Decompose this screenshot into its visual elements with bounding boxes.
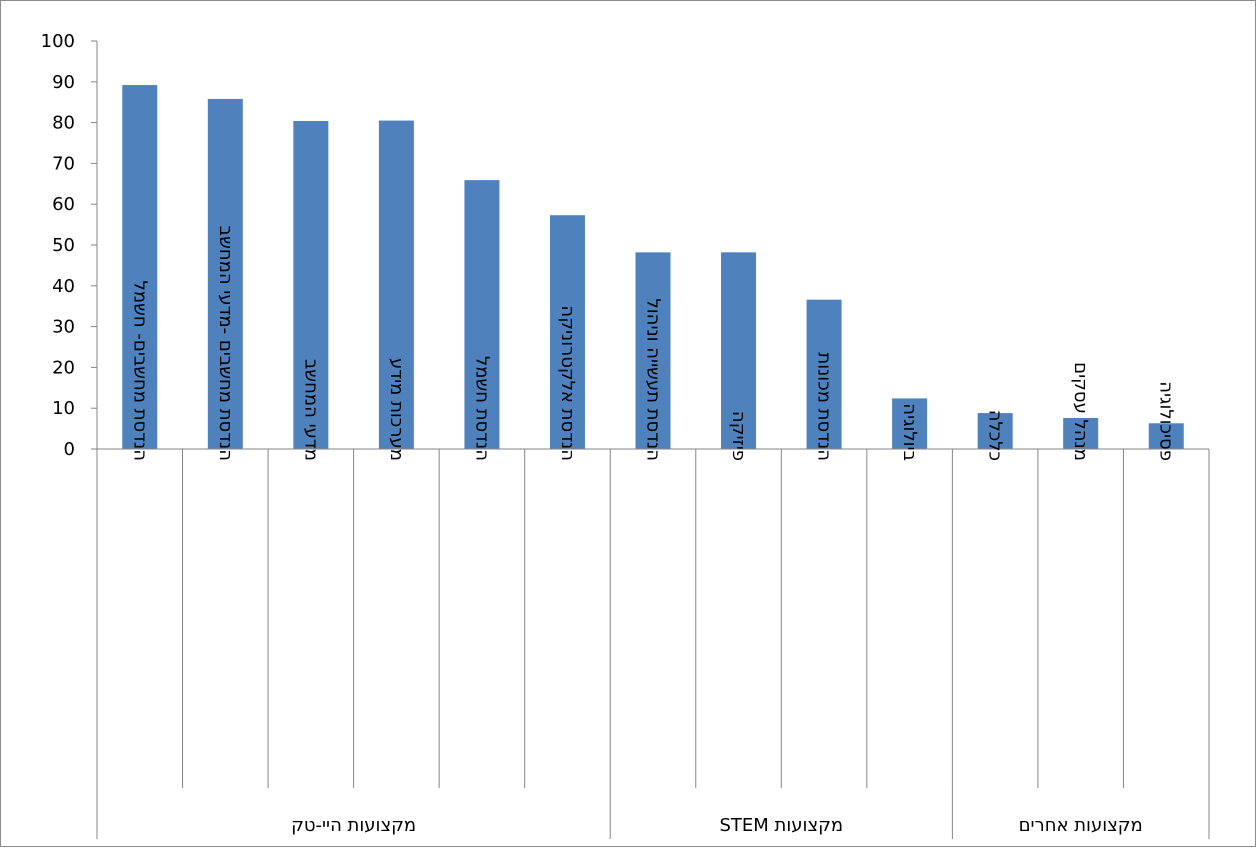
- bar[interactable]: [122, 85, 158, 450]
- y-tick-label: 80: [52, 113, 75, 134]
- y-tick-label: 40: [52, 276, 75, 297]
- x-category-label: מדעי המחשב: [300, 359, 321, 461]
- bar[interactable]: [1063, 417, 1099, 449]
- x-category-label: מנהל עסקים: [1070, 362, 1091, 461]
- bar[interactable]: [892, 398, 928, 449]
- group-label: מקצועות אחרים: [1019, 815, 1143, 836]
- bar[interactable]: [207, 98, 243, 449]
- x-category-label: פסיכולוגיה: [1156, 381, 1177, 461]
- x-category-label: ביולוגיה: [899, 403, 920, 461]
- x-category-label: מערכות מידע: [386, 358, 407, 461]
- y-tick-label: 10: [52, 398, 75, 419]
- bar[interactable]: [721, 252, 757, 449]
- bar[interactable]: [806, 299, 842, 449]
- group-label: מקצועות STEM: [719, 815, 843, 836]
- y-tick-label: 90: [52, 72, 75, 93]
- y-tick-label: 30: [52, 317, 75, 338]
- x-category-label: פיזיקה: [728, 411, 749, 461]
- x-category-label: הנדסת חשמל: [471, 356, 492, 461]
- y-tick-label: 60: [52, 194, 75, 215]
- bar[interactable]: [464, 180, 500, 450]
- y-tick-label: 70: [52, 153, 75, 174]
- y-tick-label: 50: [52, 235, 75, 256]
- y-tick-label: 0: [64, 439, 75, 460]
- bar[interactable]: [549, 215, 585, 449]
- x-category-label: הנדסת תעשייה וניהול: [643, 299, 664, 461]
- bar[interactable]: [635, 252, 671, 449]
- y-tick-label: 20: [52, 357, 75, 378]
- x-category-label: הנדסת אלקטרוניקה: [557, 305, 578, 461]
- y-tick-label: 100: [41, 31, 75, 52]
- bar[interactable]: [1148, 423, 1184, 449]
- x-category-label: הנדסת מכונות: [814, 352, 835, 461]
- bar[interactable]: [293, 120, 329, 449]
- x-category-label: הנדסת מחשבים- חשמל: [129, 281, 150, 461]
- x-category-label: הנדסת מחשבים -מדעי המחשב: [215, 226, 236, 461]
- x-category-label: כלכלה: [985, 410, 1006, 461]
- group-label: מקצועות היי-טק: [291, 815, 416, 836]
- bar[interactable]: [378, 120, 414, 449]
- bar[interactable]: [977, 413, 1013, 449]
